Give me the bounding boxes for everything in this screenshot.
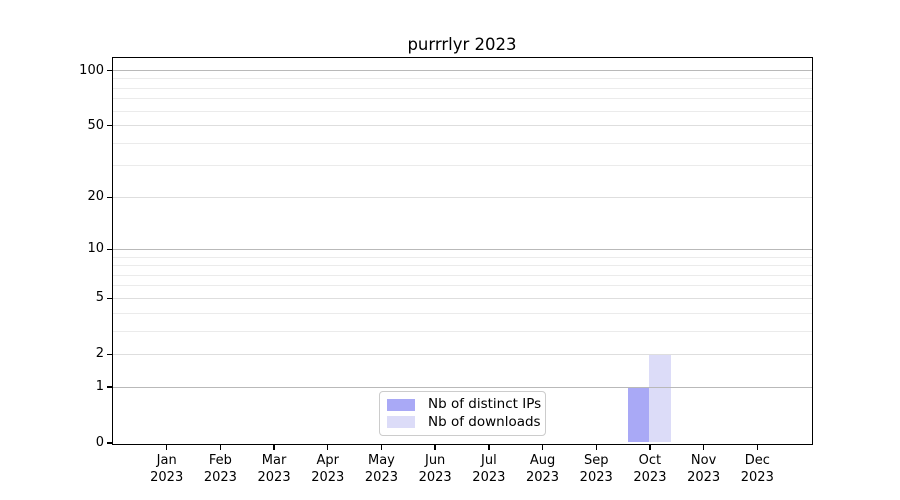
x-tick-mark <box>165 445 168 450</box>
y-tick-mark <box>107 196 112 198</box>
mid-gridline <box>112 196 812 198</box>
x-tick-mark <box>327 445 329 450</box>
x-tick-mark <box>219 445 222 450</box>
x-tick-label: Sep 2023 <box>579 453 613 485</box>
y-tick-mark <box>107 124 112 127</box>
minor-gridline <box>112 256 812 258</box>
x-tick-label: May 2023 <box>364 453 398 485</box>
minor-gridline <box>112 142 812 144</box>
x-tick-label: Apr 2023 <box>311 453 345 485</box>
y-tick-label: 0 <box>95 435 104 450</box>
x-tick-mark <box>488 445 490 450</box>
x-tick-mark <box>649 445 651 450</box>
bar-downloads <box>649 353 671 443</box>
y-tick-mark <box>107 69 112 72</box>
x-tick-mark <box>380 445 383 450</box>
mid-gridline <box>112 353 812 355</box>
y-tick-mark <box>107 442 112 444</box>
major-gridline <box>112 386 812 388</box>
x-tick-label: Oct 2023 <box>633 453 667 485</box>
bar-distinct-ips <box>627 386 650 443</box>
minor-gridline <box>112 78 812 80</box>
x-tick-label: Feb 2023 <box>203 453 237 485</box>
x-tick-label: Mar 2023 <box>257 453 291 485</box>
y-tick-label: 100 <box>79 62 104 78</box>
minor-gridline <box>112 110 812 112</box>
x-tick-label: Nov 2023 <box>687 453 721 485</box>
legend-label: Nb of distinct IPs <box>428 396 542 413</box>
plot-area <box>111 56 813 445</box>
legend-swatch <box>387 416 415 429</box>
minor-gridline <box>112 274 812 276</box>
x-tick-label: Aug 2023 <box>525 453 560 485</box>
legend-item-distinct-ips: Nb of distinct IPs <box>387 397 541 412</box>
x-tick-mark <box>541 445 544 450</box>
major-gridline <box>112 248 812 250</box>
y-tick-label: 20 <box>87 189 104 205</box>
x-tick-mark <box>702 445 705 450</box>
x-tick-mark <box>756 445 758 450</box>
minor-gridline <box>112 98 812 100</box>
mid-gridline <box>112 125 812 127</box>
minor-gridline <box>112 265 812 267</box>
x-tick-mark <box>595 445 597 450</box>
x-tick-mark <box>273 445 275 450</box>
y-tick-label: 50 <box>87 117 104 133</box>
minor-gridline <box>112 285 812 287</box>
legend-swatch <box>387 398 415 411</box>
x-tick-label: Jun 2023 <box>418 453 452 485</box>
x-tick-mark <box>434 445 436 450</box>
x-tick-label: Jan 2023 <box>150 453 184 485</box>
minor-gridline <box>112 330 812 332</box>
minor-gridline <box>112 165 812 167</box>
y-tick-mark <box>107 386 112 388</box>
major-gridline <box>112 70 812 72</box>
legend-label: Nb of downloads <box>428 413 541 430</box>
legend: Nb of distinct IPs Nb of downloads <box>379 391 546 436</box>
legend-item-downloads: Nb of downloads <box>387 414 541 430</box>
chart-title: purrrlyr 2023 <box>407 35 517 54</box>
minor-gridline <box>112 312 812 314</box>
y-tick-label: 5 <box>95 290 104 306</box>
y-tick-label: 10 <box>87 241 104 257</box>
y-tick-label: 2 <box>95 346 104 362</box>
y-tick-mark <box>107 297 112 300</box>
x-tick-label: Jul 2023 <box>472 453 506 485</box>
minor-gridline <box>112 87 812 89</box>
mid-gridline <box>112 297 812 299</box>
y-tick-label: 1 <box>95 379 104 395</box>
y-tick-mark <box>107 248 112 251</box>
y-tick-mark <box>107 353 112 356</box>
x-tick-label: Dec 2023 <box>740 453 774 485</box>
